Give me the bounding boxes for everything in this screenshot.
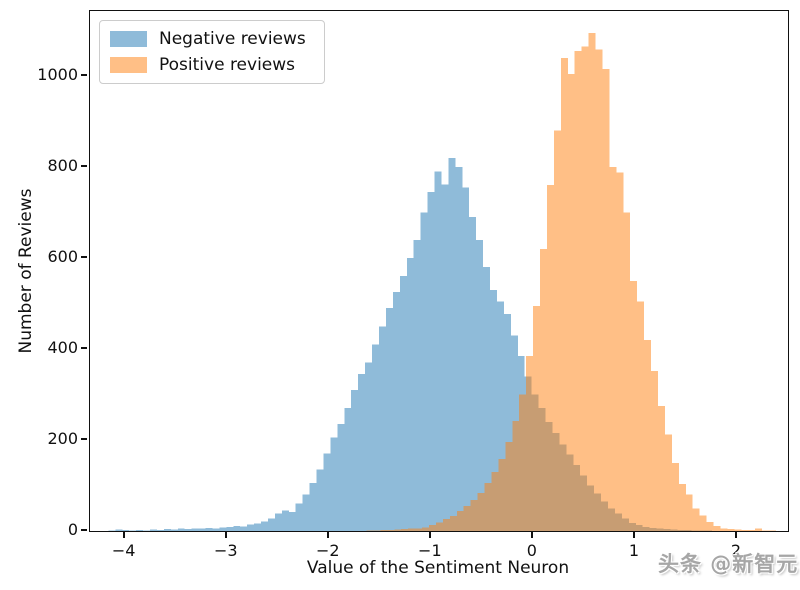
x-tick-mark — [326, 532, 329, 538]
x-tick-label: −4 — [111, 541, 136, 560]
x-tick-mark — [530, 532, 533, 538]
y-tick-mark — [81, 165, 87, 167]
x-tick-mark — [633, 532, 635, 538]
negative-reviews-swatch — [110, 31, 147, 47]
x-tick-label: 0 — [526, 541, 537, 560]
x-tick-label: 1 — [628, 541, 640, 560]
y-tick-mark — [81, 256, 87, 258]
y-axis-label: Number of Reviews — [16, 188, 36, 354]
x-tick-label: −1 — [418, 541, 442, 560]
y-tick-label: 800 — [47, 156, 78, 176]
positive-reviews-swatch — [110, 57, 147, 73]
series-1-bars — [366, 32, 776, 531]
series-0-bars — [108, 157, 720, 531]
legend: Negative reviews Positive reviews — [99, 20, 325, 84]
x-tick-mark — [428, 532, 431, 538]
legend-entry-positive: Positive reviews — [110, 55, 312, 75]
x-tick-label: −2 — [315, 541, 340, 560]
histogram-bars — [108, 32, 776, 531]
y-tick-label: 200 — [47, 429, 78, 448]
x-axis-label: Value of the Sentiment Neuron — [306, 558, 570, 578]
y-tick-mark — [81, 529, 87, 531]
y-tick-label: 400 — [47, 338, 78, 358]
x-tick-label: −3 — [213, 541, 238, 560]
y-tick-label: 1000 — [37, 65, 78, 85]
x-tick-label: 2 — [730, 541, 742, 560]
watermark: 头条 @新智元 — [658, 552, 799, 576]
y-tick-label: 600 — [47, 247, 78, 267]
x-tick-mark — [224, 532, 227, 538]
y-tick-mark — [81, 74, 87, 76]
y-tick-mark — [81, 438, 87, 440]
x-tick-mark — [735, 532, 737, 538]
y-tick-label: 0 — [67, 520, 78, 539]
y-tick-mark — [81, 347, 87, 349]
legend-label-negative: Negative reviews — [159, 29, 306, 49]
legend-entry-negative: Negative reviews — [110, 29, 312, 49]
plot-area: Negative reviews Positive reviews — [89, 10, 789, 532]
x-tick-mark — [122, 532, 125, 538]
legend-label-positive: Positive reviews — [159, 55, 296, 75]
